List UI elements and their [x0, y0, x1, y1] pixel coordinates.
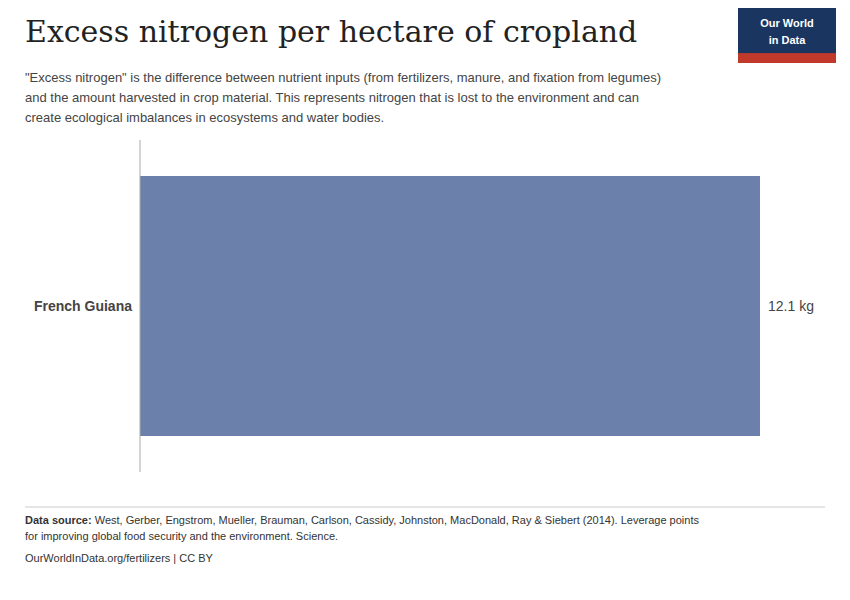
logo-text: in Data: [769, 34, 807, 46]
source-line: West, Gerber, Engstrom, Mueller, Brauman…: [92, 514, 700, 526]
source-text: West, Gerber, Engstrom, Mueller, Brauman…: [25, 514, 699, 542]
subtitle-line: and the amount harvested in crop materia…: [25, 90, 639, 105]
subtitle-line: create ecological imbalances in ecosyste…: [25, 110, 384, 125]
logo-text: Our World: [760, 17, 814, 29]
y-axis-line: [140, 140, 141, 472]
footer-rule: [25, 507, 825, 508]
bars: [140, 176, 760, 436]
source-line: for improving global food security and t…: [25, 530, 338, 542]
license: OurWorldInData.org/fertilizers | CC BY: [25, 552, 214, 564]
subtitle: "Excess nitrogen" is the difference betw…: [25, 70, 661, 125]
source-label: Data source:: [25, 514, 92, 526]
logo-box: [738, 8, 836, 63]
chart: Excess nitrogen per hectare of cropland "…: [0, 0, 850, 600]
category-label: French Guiana: [34, 298, 132, 314]
data-label: 12.1 kg: [768, 298, 814, 314]
subtitle-line: "Excess nitrogen" is the difference betw…: [25, 70, 661, 85]
title: Excess nitrogen per hectare of cropland: [25, 14, 637, 49]
bar: [140, 176, 760, 436]
background: [0, 0, 850, 600]
logo-strip: [738, 53, 836, 63]
